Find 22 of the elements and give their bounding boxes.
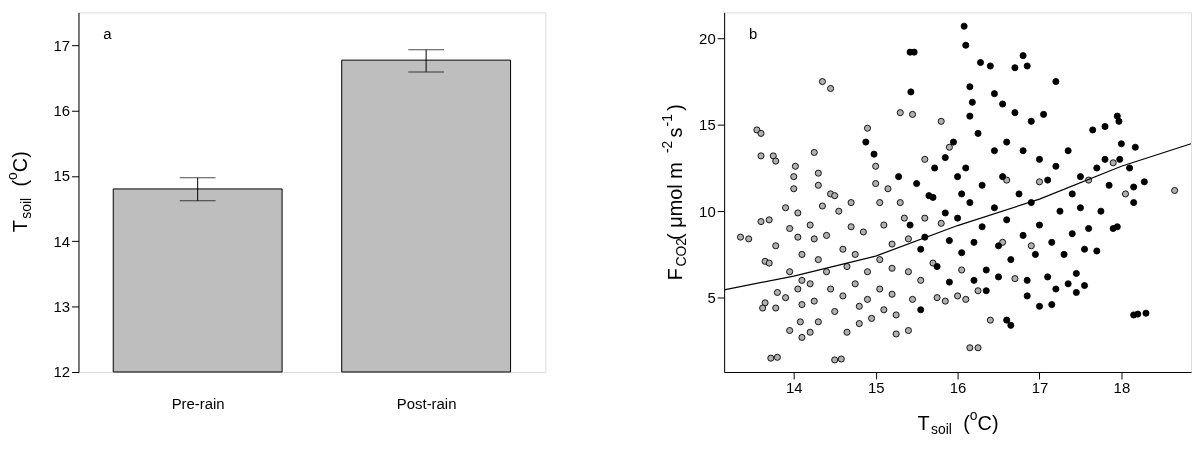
y-tick-label: 13 bbox=[53, 299, 71, 316]
x-tick-label: 14 bbox=[785, 380, 803, 397]
y-tick-label: 12 bbox=[53, 364, 71, 381]
y-tick-label: 20 bbox=[699, 30, 716, 47]
x-tick-label: 15 bbox=[867, 380, 885, 397]
y-tick-label: 16 bbox=[53, 102, 71, 119]
y-tick-label: 10 bbox=[699, 203, 716, 220]
x-tick-label: 17 bbox=[1031, 380, 1049, 397]
y-tick-label: 17 bbox=[53, 37, 71, 54]
x-tick-label: Pre-rain bbox=[171, 396, 225, 413]
x-tick-label: 16 bbox=[949, 380, 967, 397]
y-tick-label: 5 bbox=[707, 290, 716, 307]
y-axis-title: FCO2( μmol m-2s-1) bbox=[659, 104, 690, 281]
y-tick-label: 15 bbox=[699, 117, 716, 134]
annotation: b bbox=[748, 26, 758, 43]
y-tick-label: 15 bbox=[53, 168, 71, 185]
y-axis-title: Tsoil (oC) bbox=[3, 151, 34, 233]
annotation: a bbox=[103, 26, 113, 43]
line-series bbox=[724, 143, 1192, 291]
x-tick-label: 18 bbox=[1113, 380, 1131, 397]
x-tick-label: Post-rain bbox=[396, 396, 457, 413]
y-tick-label: 14 bbox=[53, 233, 71, 250]
